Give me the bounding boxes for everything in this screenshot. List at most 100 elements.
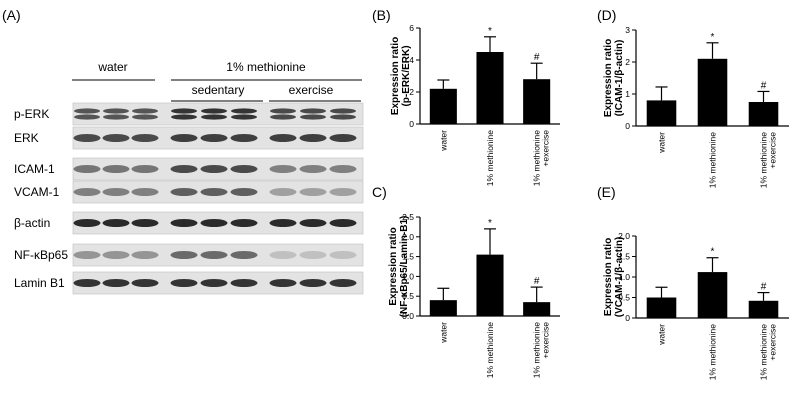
chart-e-panel-label: (E) [597,184,616,200]
western-blot-panel: (A) water 1% methionine sedentary exerci… [2,7,364,295]
blot-band [74,114,100,120]
blot-band [132,114,158,120]
chart-b-y-label: Expression ratio(p-ERK/ERK) [390,37,412,115]
blot-label-nf-bp65: NF-κBp65 [14,248,68,262]
chart-d-bar-water [646,100,677,126]
chart-e-category-label: water [657,324,667,346]
blot-band [132,108,158,114]
blot-band [73,251,101,259]
chart-b-bar-water [429,88,457,124]
blot-band [200,134,228,142]
chart-b-category-label: 1% methionine [485,130,495,187]
blot-band [73,219,101,227]
chart-b-category-label: water [438,130,448,152]
chart-b-bar-1-methionine [476,52,504,124]
chart-c-y-tick-label: 0.0 [402,311,414,321]
chart-d-panel-label: (D) [597,7,616,23]
blot-band [299,219,327,227]
chart-d-category-label: 1% methionine+exercise [759,132,778,189]
blot-band [131,251,159,259]
chart-c-y-tick-label: 1.0 [402,271,414,281]
chart-e-bar-1-methionine [697,272,728,318]
blot-band [102,188,130,196]
panel-label-a: (A) [2,7,21,23]
chart-c-y-tick-label: 2.5 [402,212,414,222]
blot-band [270,114,296,120]
chart-d-category-label: 1% methionine [708,132,718,189]
chart-b-bar-1-methionine-exercise [523,79,551,124]
blot-band [299,188,327,196]
blot-band [200,279,228,287]
blot-band [329,134,357,142]
chart-b-y-tick-label: 2 [409,87,414,97]
blot-band [300,114,326,120]
blot-band [329,251,357,259]
chart-b: (B) 0 2 4 6 Expression ratio(p-ERK/ERK) water *… [372,7,560,186]
chart-c-panel-label: C) [372,184,387,200]
blot-label-p-erk: p-ERK [14,107,49,121]
chart-d-category-label: water [657,132,667,154]
blot-band [131,134,159,142]
chart-c-y-label: Expression ratio(NF-κBp65/Lamin-B1) [388,216,410,318]
blot-band [73,279,101,287]
blot-band [131,165,159,173]
blot-band [170,165,198,173]
blot-band [73,165,101,173]
blot-band [299,279,327,287]
blot-label-actin: β-actin [14,216,50,230]
chart-e-category-label: 1% methionine+exercise [759,324,778,381]
chart-d-bar-1-methionine [697,58,728,126]
chart-b-category-label: 1% methionine+exercise [532,130,551,187]
chart-d-y-tick-label: 0 [625,121,630,131]
chart-e-bar-water [646,297,677,318]
blot-band [170,251,198,259]
chart-c-y-tick-label: 2.0 [402,232,414,242]
blot-band [230,251,258,259]
blot-band [201,108,227,114]
chart-e-y-tick-label: 0.5 [618,293,630,303]
chart-d-bar-1-methionine-exercise [748,102,779,126]
chart-b-y-tick-label: 6 [409,23,414,33]
blot-band [269,219,297,227]
blot-band [170,134,198,142]
blot-band [330,114,356,120]
blot-band [170,188,198,196]
chart-c-bar-1-methionine-exercise [523,302,551,316]
chart-d-annotation: # [761,80,767,91]
blot-band [230,279,258,287]
chart-c-bar-1-methionine [476,254,504,316]
chart-e-annotation: # [761,282,767,293]
blot-band [231,114,257,120]
chart-b-y-tick-label: 4 [409,55,414,65]
blot-band [230,165,258,173]
chart-c-category-label: water [438,322,448,344]
blot-band [300,108,326,114]
blot-band [73,134,101,142]
blot-band [269,134,297,142]
blot-band [269,188,297,196]
blot-band [230,219,258,227]
blot-band [102,279,130,287]
blot-band [329,188,357,196]
chart-e-bar-1-methionine-exercise [748,300,779,318]
blot-band [131,188,159,196]
blot-band [329,165,357,173]
chart-e-y-tick-label: 2.0 [618,231,630,241]
chart-c-bar-water [429,300,457,316]
blot-band [103,108,129,114]
blot-strip-p-erk [72,102,364,126]
blot-label-vcam-1: VCAM-1 [14,185,60,199]
blot-band [329,219,357,227]
blot-band [74,108,100,114]
blot-band [171,108,197,114]
blot-band [230,188,258,196]
blot-band [102,165,130,173]
blot-band [299,251,327,259]
blot-band [200,251,228,259]
chart-d-y-tick-label: 1 [625,89,630,99]
subgroup-label-sedentary: sedentary [192,83,245,97]
chart-c-category-label: 1% methionine+exercise [532,322,551,379]
blot-band [231,108,257,114]
